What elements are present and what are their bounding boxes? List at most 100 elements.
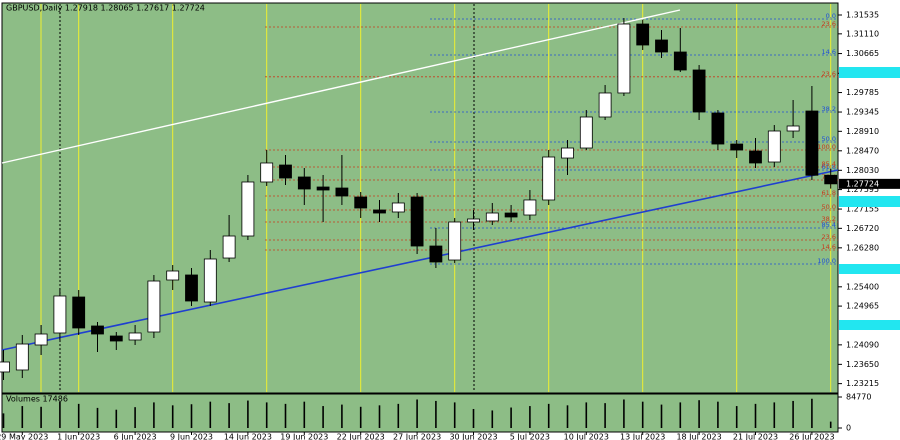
y-tick-label: 1.24090 (846, 340, 879, 349)
last-price-box (839, 178, 900, 189)
x-tick-label: 30 Jun 2023 (449, 433, 497, 440)
candle-body (429, 245, 443, 263)
volume-tick-label: 84770 (846, 393, 871, 402)
candle-body (673, 51, 687, 71)
candle-body (617, 23, 631, 94)
x-tick-label: 22 Jun 2023 (337, 433, 385, 440)
candle-body (542, 156, 556, 201)
candle-body (523, 199, 537, 216)
fib-level-label: 14.6 (822, 48, 836, 56)
y-tick-label: 1.26720 (846, 224, 879, 233)
fib-level-label: 50.0 (822, 203, 836, 211)
candle-body (15, 343, 29, 371)
y-tick-label: 1.24965 (846, 302, 879, 311)
y-tick-label: 1.28030 (846, 166, 879, 175)
x-tick-label: 18 Jul 2023 (676, 433, 721, 440)
candle-body (53, 295, 67, 334)
candle-body (485, 212, 499, 222)
candle-body (241, 181, 255, 237)
candle-body (391, 202, 405, 213)
candle-body (297, 176, 311, 190)
axis-layer: 1.315351.311101.306651.302201.297851.293… (0, 11, 900, 440)
candle-body (203, 258, 217, 303)
candle-body (579, 116, 593, 149)
x-tick-label: 6 Jun 2023 (114, 433, 157, 440)
fib-level-label: 23.6 (822, 20, 836, 28)
fib-level-label: 50.0 (822, 135, 836, 143)
y-tick-label: 1.23215 (846, 379, 879, 388)
fib-level-label: 100.0 (817, 257, 836, 265)
volume-layer (2, 398, 832, 428)
candle-body (636, 23, 650, 46)
candle-body (448, 221, 462, 261)
y-tick-label: 1.26280 (846, 243, 879, 252)
fib-level-label: 61.8 (822, 163, 836, 171)
fib-level-label: 85.4 (822, 221, 836, 229)
candle-layer (0, 18, 838, 380)
fib-level-label: 23.6 (822, 70, 836, 78)
candle-body (730, 143, 744, 151)
x-tick-label: 1 Jun 2023 (57, 433, 100, 440)
y-tick-label: 1.31535 (846, 11, 879, 20)
candle-body (655, 39, 668, 53)
candle-body (767, 130, 781, 163)
volume-panel (1, 393, 839, 433)
level-marker (839, 67, 900, 78)
y-tick-label: 1.23650 (846, 360, 879, 369)
candle-body (749, 150, 762, 164)
y-tick-label: 1.27595 (846, 185, 879, 194)
fib-level-label: 0.0 (826, 12, 836, 20)
y-tick-label: 1.31110 (846, 29, 879, 38)
candle-body (166, 270, 180, 281)
candle-body (34, 333, 48, 346)
x-tick-label: 26 Jul 2023 (789, 433, 834, 440)
candle-body (222, 235, 236, 259)
candle-body (335, 187, 349, 197)
y-tick-label: 1.28910 (846, 127, 879, 136)
candle-body (692, 69, 706, 113)
candle-body (260, 162, 274, 183)
x-tick-label: 21 Jul 2023 (733, 433, 778, 440)
candle-body (805, 110, 819, 176)
candle-body (824, 174, 838, 185)
fib-level-label: 85.4 (822, 160, 836, 168)
candle-body (711, 112, 725, 145)
y-tick-label: 1.27155 (846, 205, 879, 214)
candle-body (373, 209, 386, 214)
level-marker (839, 196, 900, 207)
fib-level-label: 38.2 (822, 105, 836, 113)
fib-level-label: 61.8 (822, 189, 836, 197)
y-tick-label: 1.30665 (846, 49, 879, 58)
x-tick-label: 5 Jul 2023 (510, 433, 550, 440)
trend-line (1, 169, 839, 351)
candle-body (0, 361, 10, 373)
channel-line (1, 9, 681, 164)
fib-level-label: 23.6 (822, 233, 836, 241)
x-tick-label: 13 Jul 2023 (620, 433, 665, 440)
x-tick-label: 14 Jun 2023 (224, 433, 272, 440)
volume-tick-label: 0 (846, 424, 851, 433)
fib-level-label: 14.6 (822, 243, 836, 251)
candle-body (72, 296, 86, 329)
candle-body (185, 274, 198, 302)
fib-level-label: 38.2 (822, 215, 836, 223)
candle-body (109, 335, 123, 342)
y-tick-label: 1.29345 (846, 108, 879, 117)
fib-level-label: 100.0 (817, 143, 836, 151)
candle-body (91, 325, 104, 335)
candle-body (786, 125, 800, 132)
volume-title: Volumes 17486 (6, 395, 68, 404)
candle-body (504, 212, 518, 218)
x-tick-label: 9 Jun 2023 (170, 433, 213, 440)
x-tick-label: 10 Jul 2023 (564, 433, 609, 440)
x-tick-label: 27 Jun 2023 (393, 433, 441, 440)
month-separators (59, 4, 475, 392)
y-tick-label: 1.29785 (846, 88, 879, 97)
candle-body (410, 196, 424, 247)
candle-body (561, 147, 574, 159)
level-marker (839, 320, 900, 330)
candle-body (467, 218, 480, 223)
level-marker (839, 264, 900, 274)
